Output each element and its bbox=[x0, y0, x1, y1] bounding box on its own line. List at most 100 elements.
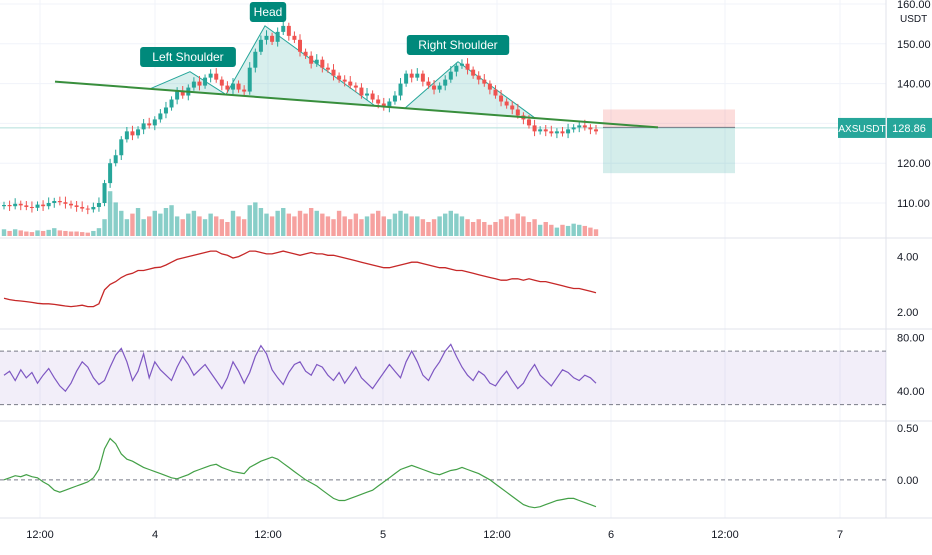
candle-body bbox=[119, 139, 124, 156]
volume-bar bbox=[174, 216, 180, 236]
volume-bar bbox=[593, 229, 599, 236]
candle-body bbox=[169, 99, 174, 108]
candle-body bbox=[426, 81, 431, 86]
candle-body bbox=[465, 63, 470, 70]
time-tick-label: 12:00 bbox=[254, 529, 282, 541]
time-tick-label: 7 bbox=[837, 529, 843, 541]
candle-body bbox=[286, 25, 291, 36]
candle-body bbox=[459, 63, 464, 66]
time-tick-label: 12:00 bbox=[711, 529, 739, 541]
candle-body bbox=[482, 79, 487, 84]
candle-body bbox=[63, 202, 68, 204]
volume-bar bbox=[342, 216, 347, 236]
volume-bar bbox=[191, 210, 197, 236]
volume-bar bbox=[554, 227, 560, 236]
volume-bar bbox=[152, 210, 157, 236]
candle-body bbox=[147, 123, 152, 126]
volume-bar bbox=[443, 213, 448, 236]
volume-bar bbox=[560, 224, 565, 236]
volume-bar bbox=[448, 210, 453, 236]
volume-bar bbox=[571, 223, 576, 236]
currency-label: USDT bbox=[900, 14, 927, 25]
volume-bar bbox=[537, 224, 543, 236]
candle-body bbox=[7, 204, 12, 207]
candle-body bbox=[359, 87, 364, 96]
candle-body bbox=[381, 103, 386, 108]
volume-bar bbox=[230, 210, 236, 236]
candle-body bbox=[387, 101, 392, 108]
candle-body bbox=[554, 131, 559, 134]
candle-body bbox=[208, 73, 213, 78]
volume-bar bbox=[420, 219, 426, 236]
candle-body bbox=[258, 39, 263, 52]
volume-bar bbox=[214, 216, 219, 236]
candle-body bbox=[314, 59, 319, 64]
volume-bar bbox=[79, 232, 85, 236]
volume-bar bbox=[336, 210, 342, 236]
volume-bar bbox=[314, 210, 319, 236]
pattern-label-box bbox=[140, 47, 236, 67]
volume-bar bbox=[577, 224, 582, 236]
candle-body bbox=[499, 95, 504, 102]
price-tick-label: 110.00 bbox=[897, 198, 930, 210]
candle-body bbox=[420, 73, 425, 82]
volume-bar bbox=[286, 213, 292, 236]
volume-bar bbox=[85, 232, 90, 236]
candle-body bbox=[18, 203, 23, 206]
candle-body bbox=[303, 51, 308, 56]
candle-body bbox=[588, 127, 593, 130]
volume-bar bbox=[493, 222, 498, 236]
candle-body bbox=[353, 85, 358, 88]
candle-body bbox=[57, 201, 62, 203]
volume-bar bbox=[130, 213, 135, 236]
candle-body bbox=[437, 85, 442, 90]
volume-bar bbox=[225, 222, 230, 236]
candle-body bbox=[309, 55, 314, 64]
candle-body bbox=[29, 206, 34, 208]
volume-bar bbox=[107, 191, 113, 236]
candle-body bbox=[398, 83, 403, 96]
candle-body bbox=[376, 99, 381, 104]
time-tick-label: 12:00 bbox=[26, 529, 54, 541]
volume-bar bbox=[476, 219, 481, 236]
candle-body bbox=[230, 83, 235, 90]
candle-body bbox=[415, 73, 420, 78]
stop-loss-zone bbox=[603, 109, 735, 128]
candle-body bbox=[526, 119, 531, 126]
volume-bar bbox=[96, 228, 102, 236]
candle-body bbox=[191, 81, 196, 88]
candle-body bbox=[594, 129, 598, 132]
volume-bar bbox=[241, 219, 247, 236]
volume-bar bbox=[18, 230, 23, 236]
volume-bar bbox=[258, 208, 264, 236]
candle-body bbox=[471, 69, 476, 76]
rsi-tick-label: 80.00 bbox=[897, 333, 925, 345]
volume-bar bbox=[35, 230, 40, 236]
volume-bar bbox=[52, 228, 57, 236]
candle-body bbox=[108, 163, 113, 184]
volume-bar bbox=[482, 222, 487, 236]
candle-body bbox=[158, 113, 163, 120]
volume-bar bbox=[197, 216, 202, 236]
candle-body bbox=[253, 51, 258, 68]
candle-body bbox=[281, 25, 286, 32]
candle-body bbox=[242, 89, 247, 92]
rsi-band bbox=[0, 351, 886, 405]
candle-body bbox=[52, 201, 57, 203]
candle-body bbox=[325, 67, 330, 70]
momentum-tick-label: 0.50 bbox=[897, 423, 918, 435]
candle-body bbox=[342, 79, 347, 82]
candle-body bbox=[80, 206, 85, 209]
volume-bar bbox=[348, 219, 353, 236]
candle-body bbox=[404, 73, 409, 84]
volume-bar bbox=[415, 216, 420, 236]
price-tick-label: 160.00 bbox=[897, 0, 931, 11]
candle-body bbox=[225, 85, 230, 90]
rsi-tick-label: 40.00 bbox=[897, 386, 925, 398]
time-tick-label: 4 bbox=[152, 529, 158, 541]
volume-bar bbox=[169, 205, 174, 236]
volume-bar bbox=[437, 216, 442, 236]
volume-bar bbox=[588, 227, 593, 236]
volume-bar bbox=[409, 216, 414, 236]
